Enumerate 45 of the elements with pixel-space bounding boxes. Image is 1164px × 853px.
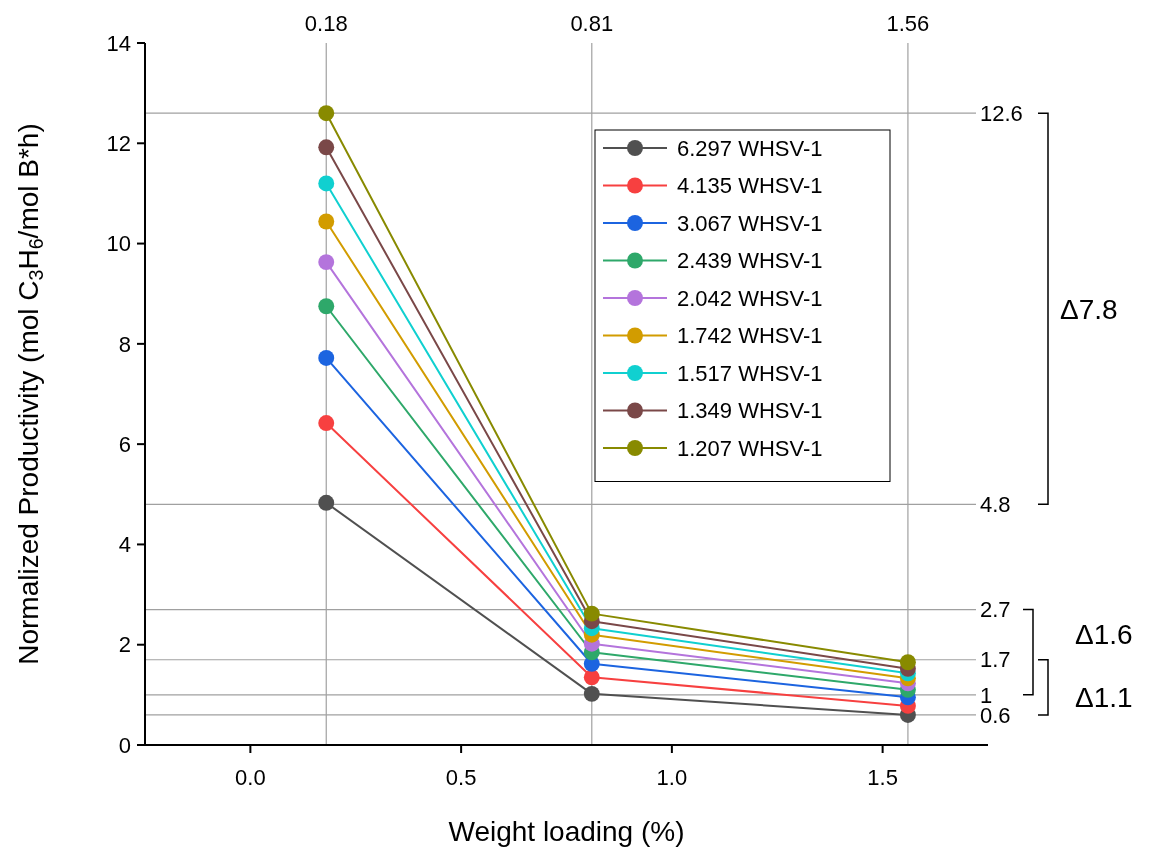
x-tick-label: 0.0 <box>235 765 266 790</box>
ref-line-label: 2.7 <box>980 597 1011 623</box>
x-tick-label: 1.5 <box>867 765 898 790</box>
y-tick-label: 8 <box>118 331 131 357</box>
y-tick-label: 12 <box>106 130 131 156</box>
point <box>318 494 335 511</box>
legend-label: 2.439 WHSV-1 <box>677 248 823 274</box>
legend-label: 3.067 WHSV-1 <box>677 210 823 236</box>
y-tick-label: 0 <box>118 732 131 758</box>
point <box>318 254 335 271</box>
text: Δ7.8 <box>1060 293 1118 325</box>
point <box>318 139 335 156</box>
x2-tick-label: 0.81 <box>570 11 614 36</box>
y-tick-label: 10 <box>106 231 131 257</box>
point <box>899 654 916 671</box>
point <box>583 605 600 622</box>
x2-tick-label: 1.56 <box>886 11 930 36</box>
text: Δ1.1 <box>1075 681 1133 713</box>
legend-label: 1.517 WHSV-1 <box>677 360 823 386</box>
x-tick-label: 0.5 <box>445 765 477 790</box>
point <box>318 105 335 122</box>
point <box>318 415 335 432</box>
legend-label: 6.297 WHSV-1 <box>677 135 823 161</box>
legend-label: 2.042 WHSV-1 <box>677 285 823 311</box>
y-tick-label: 14 <box>106 30 131 56</box>
x-tick-label: 1.0 <box>656 765 688 790</box>
legend-label: 4.135 WHSV-1 <box>677 173 823 199</box>
point <box>318 213 335 230</box>
legend-label: 1.349 WHSV-1 <box>677 398 823 424</box>
ref-line-label: 4.8 <box>980 492 1011 518</box>
point <box>318 175 335 192</box>
ref-line-label: 1.7 <box>980 647 1011 673</box>
y-tick-label: 6 <box>118 431 131 457</box>
y-tick-label: 2 <box>118 632 131 658</box>
ref-line-label: 12.6 <box>980 100 1023 126</box>
legend-label: 1.742 WHSV-1 <box>677 323 823 349</box>
legend-label: 1.207 WHSV-1 <box>677 435 823 461</box>
x-axis-title: Weight loading (%) <box>448 816 685 847</box>
point <box>583 685 600 702</box>
point <box>318 298 335 315</box>
point <box>583 669 600 686</box>
x2-tick-label: 0.18 <box>304 11 348 36</box>
text: Δ1.6 <box>1075 619 1133 651</box>
point <box>318 349 335 366</box>
y-tick-label: 4 <box>118 532 131 558</box>
